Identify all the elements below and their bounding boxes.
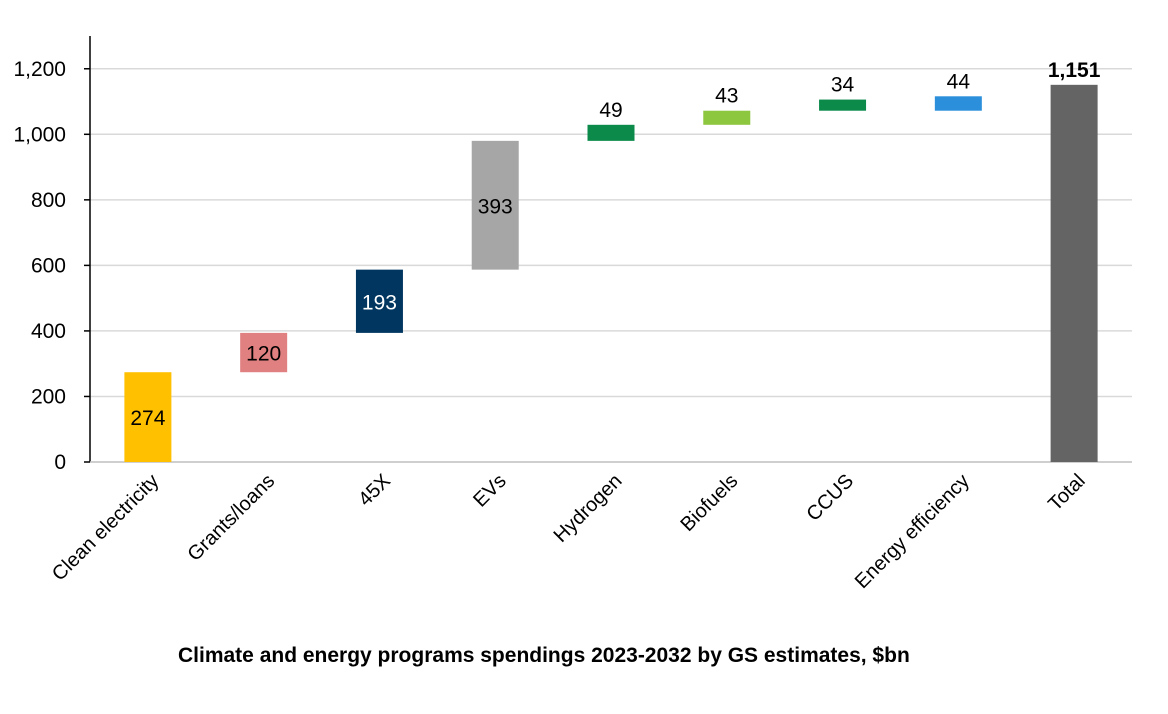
category-labels: Clean electricity Grants/loans 45X EVs Hydro… [48,470,1090,593]
x-tick-label: Total [1044,470,1089,515]
data-label: 43 [715,85,738,108]
bar-hydrogen [587,124,635,141]
bar-total [1050,84,1098,462]
y-tick-label: 400 [31,320,66,343]
bars [124,84,1098,462]
data-label: 34 [831,74,855,97]
y-tick-label: 1,200 [13,58,66,81]
data-label: 49 [599,99,622,122]
bar-grants-loans [240,332,288,373]
data-label: 393 [478,195,513,218]
data-label: 1,151 [1048,59,1101,82]
bar-energy-efficiency [934,96,982,111]
data-label: 120 [246,343,281,366]
bar-evs [471,140,519,270]
y-tick-label: 800 [31,189,66,212]
waterfall-chart: 0 200 400 600 800 1,000 1,200 274 120 193 393 49 43… [13,36,1132,593]
data-label: 44 [947,70,971,93]
bar-45x [355,269,403,333]
chart-title: Climate and energy programs spendings 20… [178,644,910,667]
y-tick-label: 200 [31,385,66,408]
x-tick-label: EVs [469,470,510,511]
y-tick-label: 0 [54,451,66,474]
data-labels: 274 120 193 393 49 43 34 44 1,151 [130,59,1100,430]
data-label: 274 [130,407,165,430]
data-label: 193 [362,291,397,314]
x-tick-label: Energy efficiency [851,470,974,593]
x-tick-label: Biofuels [676,470,742,536]
y-tick-label: 600 [31,254,66,277]
bar-biofuels [703,110,751,125]
x-tick-label: 45X [354,470,395,511]
x-tick-label: Clean electricity [48,470,163,585]
x-tick-label: Grants/loans [183,470,279,566]
bar-ccus [819,99,867,111]
bar-clean-electricity [124,372,172,462]
x-tick-label: CCUS [802,470,858,526]
y-tick-label: 1,000 [13,123,66,146]
axes: 0 200 400 600 800 1,000 1,200 [13,36,1132,474]
x-tick-label: Hydrogen [550,470,627,547]
